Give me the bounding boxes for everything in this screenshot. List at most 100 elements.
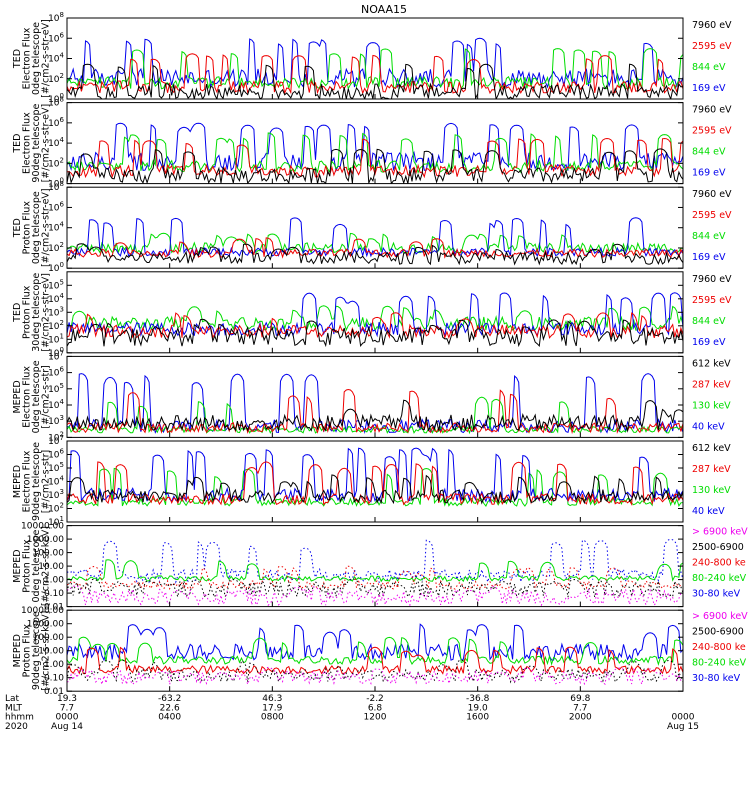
x-tick-label-mlt: 7.7	[60, 703, 74, 713]
legend-entry: 2595 eV	[692, 41, 732, 52]
y-tick-label: 102	[48, 502, 64, 515]
y-tick-label: 0.01	[44, 687, 64, 697]
series-80-240-kev	[67, 636, 683, 666]
x-row-label: 2020	[5, 722, 28, 732]
y-tick-label: 0.10	[44, 589, 64, 599]
series-240-800-ke	[67, 565, 683, 591]
legend-entry: > 6900 keV	[692, 611, 748, 622]
x-tick-label-lat: -2.2	[366, 694, 384, 704]
legend-entry: 287 keV	[692, 464, 731, 475]
y-tick-label: 103	[48, 488, 64, 501]
y-tick-label: 106	[48, 200, 64, 213]
panel-frame	[66, 440, 684, 523]
y-tick-label: 103	[48, 305, 64, 318]
panel-frame	[66, 525, 684, 608]
y-axis-label: TEDElectron Flux90deg telescope[#/cm2-s-…	[12, 103, 52, 182]
x-tick-label-mlt: 17.9	[262, 703, 282, 713]
legend-entry: 240-800 ke	[692, 642, 746, 653]
legend-entry: 844 eV	[692, 62, 726, 73]
y-tick-label: 102	[48, 319, 64, 332]
y-axis-label: MEPEDProton Flux90deg telescope[#/cm2-s-…	[12, 611, 52, 691]
panel-6-series	[67, 447, 683, 508]
y-tick-label: 100.00	[33, 549, 65, 559]
legend-entry: 130 keV	[692, 400, 731, 411]
y-tick-label: 100	[48, 177, 64, 190]
series-287-kev	[67, 461, 683, 507]
y-tick-label: 104	[48, 292, 64, 305]
legend-entry: 2500-6900	[692, 627, 744, 638]
legend-entry: 2595 eV	[692, 210, 732, 221]
y-tick-label: 108	[48, 180, 64, 193]
y-tick-label: 101	[48, 332, 64, 345]
series-40-kev	[67, 447, 683, 504]
panel-4-series	[67, 292, 683, 348]
panel-8: 0.01 0.10 1.00 10.00 100.00 1000.00 10000.00ME…	[12, 606, 748, 697]
panel-5-series	[67, 373, 683, 435]
legend-entry: 7960 eV	[692, 105, 732, 116]
y-tick-label: 101	[48, 515, 64, 528]
panel-2-series	[67, 122, 683, 184]
series-169-ev	[67, 217, 683, 258]
series-80-240-kev	[67, 559, 683, 583]
legend-entry: > 6900 keV	[692, 527, 748, 538]
series-169-ev	[67, 122, 683, 173]
y-tick-label: 100	[48, 92, 64, 105]
legend-entry: 169 eV	[692, 337, 726, 348]
legend-entry: 287 keV	[692, 379, 731, 390]
y-tick-label: 0.10	[44, 674, 64, 684]
series-169-ev	[67, 37, 683, 89]
panel-frame	[66, 186, 684, 269]
y-axis-label: MEPEDElectron Flux0deg telescope[#/cm2-s…	[12, 360, 52, 433]
y-tick-label: 10.00	[38, 562, 64, 572]
y-tick-label: 102	[48, 72, 64, 85]
y-tick-label: 108	[48, 96, 64, 109]
x-tick-label-hhmm: 0400	[158, 713, 181, 723]
legend-entry: 80-240 keV	[692, 573, 747, 584]
x-row-label: MLT	[5, 703, 23, 713]
legend-entry: 240-800 ke	[692, 558, 746, 569]
y-tick-label: 100	[48, 346, 64, 359]
y-tick-label: 105	[48, 461, 64, 474]
legend-entry: 80-240 keV	[692, 658, 747, 669]
y-tick-label: 106	[48, 116, 64, 129]
x-tick-label-lat: 69.8	[570, 694, 590, 704]
y-tick-label: 1.00	[44, 660, 64, 670]
legend-entry: 30-80 keV	[692, 673, 741, 684]
y-tick-label: 105	[48, 382, 64, 395]
panel-1-series	[67, 37, 683, 99]
y-tick-label: 106	[48, 366, 64, 379]
y-axis-label: TEDProton Flux30deg telescope[#/cm2-s-st…	[12, 273, 52, 352]
chart-title: NOAA15	[361, 3, 407, 16]
legend-entry: 30-80 keV	[692, 589, 741, 600]
panel-3-series	[67, 217, 683, 266]
y-tick-label: 10.00	[38, 647, 64, 657]
y-tick-label: 100	[48, 261, 64, 274]
x-row-label: Lat	[5, 694, 20, 704]
x-tick-label-mlt: 7.7	[573, 703, 587, 713]
x-tick-label-lat: -36.8	[466, 694, 490, 704]
x-tick-label-lat: 19.3	[57, 694, 77, 704]
series-2595-ev	[67, 53, 683, 95]
y-tick-label: 107	[48, 434, 64, 447]
series-612-kev	[67, 474, 683, 505]
series-2595-ev	[67, 237, 683, 260]
x-tick-label-mlt: 6.8	[368, 703, 383, 713]
series-240-800-ke	[67, 646, 683, 675]
y-tick-label: 102	[48, 241, 64, 254]
x-tick-label-hhmm: 1200	[364, 713, 387, 723]
y-tick-label: 1.00	[44, 576, 64, 586]
y-axis-label: TEDElectron Flux0deg telescope[#/cm2-s-s…	[12, 19, 52, 98]
panel-7-series	[67, 538, 683, 607]
y-tick-label: 1000.00	[27, 535, 64, 545]
series--6900-kev	[67, 666, 683, 686]
legend-entry: 7960 eV	[692, 274, 732, 285]
y-axis-label: MEPEDProton Flux0deg telescope[#/cm2-s-s…	[12, 526, 52, 606]
x-tick-label-hhmm: 0000	[672, 713, 695, 723]
y-tick-label: 107	[48, 349, 64, 362]
